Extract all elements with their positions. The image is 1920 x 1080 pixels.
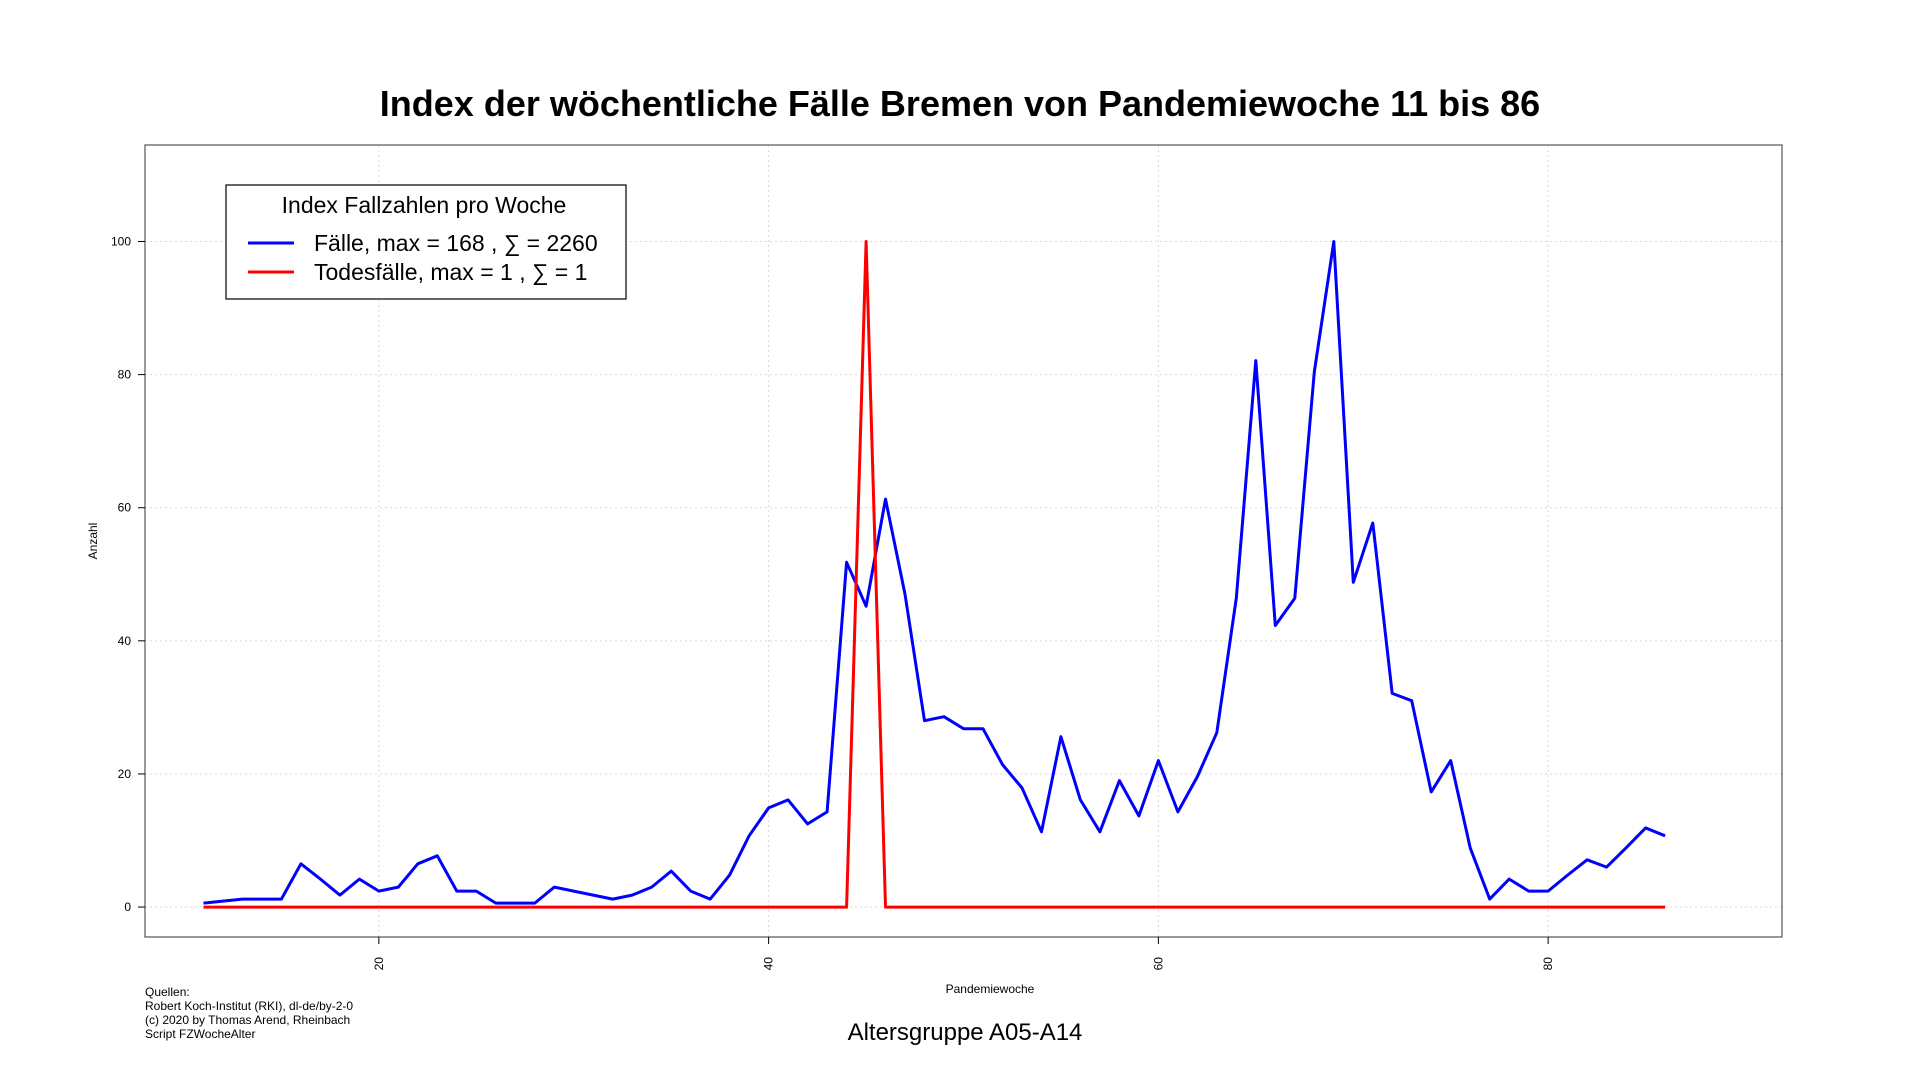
x-axis-title: Pandemiewoche [946, 982, 1035, 996]
source-line-4: Script FZWocheAlter [145, 1027, 255, 1041]
series-line-todesfaelle [203, 240, 1666, 909]
series-line-faelle [203, 240, 1666, 905]
legend-title: Index Fallzahlen pro Woche [282, 192, 567, 218]
grid [145, 145, 1782, 937]
source-line-3: (c) 2020 by Thomas Arend, Rheinbach [145, 1013, 350, 1027]
y-tick-label: 80 [118, 368, 132, 382]
y-tick-label: 60 [118, 501, 132, 515]
y-tick-label: 100 [111, 235, 131, 249]
chart-subtitle: Altersgruppe A05-A14 [848, 1019, 1083, 1046]
source-line-1: Quellen: [145, 985, 190, 999]
y-tick-label: 0 [124, 900, 131, 914]
y-tick-label: 40 [118, 634, 132, 648]
legend: Index Fallzahlen pro Woche Fälle, max = … [225, 184, 627, 300]
x-tick-label: 20 [372, 957, 386, 971]
series [203, 240, 1666, 909]
chart-title: Index der wöchentliche Fälle Bremen von … [380, 83, 1540, 124]
y-tick-label: 20 [118, 767, 132, 781]
axes: 0 20 40 60 80 100 20 40 60 80 [111, 235, 1555, 971]
x-tick-label: 80 [1541, 957, 1555, 971]
y-axis-title: Anzahl [86, 523, 100, 560]
x-tick-label: 60 [1151, 957, 1165, 971]
legend-label-faelle: Fälle, max = 168 , ∑ = 2260 [314, 230, 598, 256]
x-tick-label: 40 [762, 957, 776, 971]
source-line-2: Robert Koch-Institut (RKI), dl-de/by-2-0 [145, 999, 353, 1013]
legend-label-todesfaelle: Todesfälle, max = 1 , ∑ = 1 [314, 259, 587, 285]
plot-frame [144, 144, 1783, 938]
source-notes: Quellen: Robert Koch-Institut (RKI), dl-… [145, 985, 353, 1041]
